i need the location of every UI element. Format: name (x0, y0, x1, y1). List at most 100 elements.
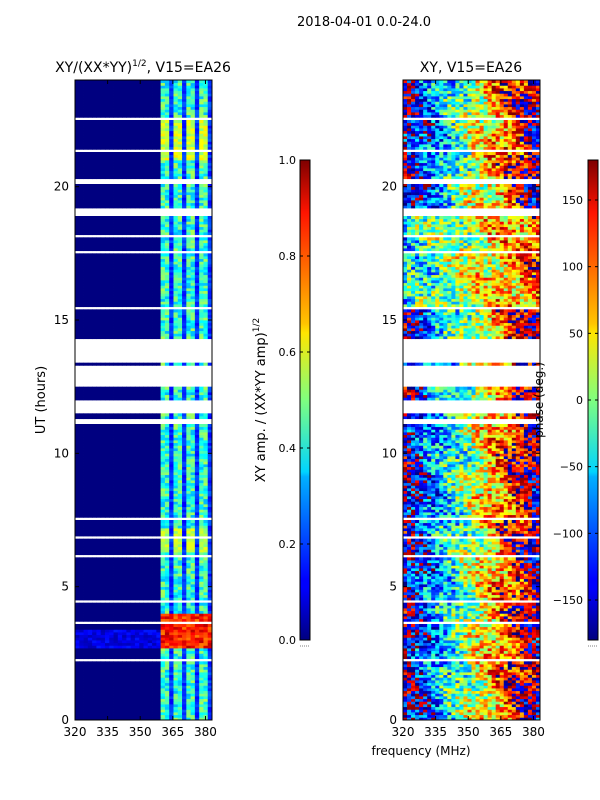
heatmap-cell (79, 629, 84, 633)
heatmap-cell (96, 301, 102, 305)
heatmap-cell (92, 330, 97, 334)
heatmap-cell (194, 277, 200, 281)
heatmap-cell (152, 509, 157, 513)
heatmap-cell (207, 330, 213, 334)
heatmap-cell (152, 464, 157, 468)
heatmap-cell (83, 717, 89, 721)
heatmap-cell (139, 269, 144, 273)
heatmap-cell (186, 312, 191, 316)
heatmap-cell (126, 253, 132, 257)
heatmap-cell (117, 717, 123, 721)
heatmap-cell (79, 224, 84, 228)
heatmap-cell (173, 397, 179, 401)
heatmap-cell (169, 469, 174, 473)
heatmap-cell (203, 248, 209, 252)
heatmap-cell (100, 488, 106, 492)
heatmap-cell (147, 245, 153, 249)
heatmap-cell (203, 221, 209, 225)
heatmap-cell (182, 586, 187, 590)
heatmap-cell (130, 642, 136, 646)
heatmap-cell (194, 640, 200, 644)
heatmap-cell (96, 602, 102, 606)
heatmap-cell (164, 325, 170, 329)
heatmap-cell (190, 472, 196, 476)
heatmap-cell (186, 704, 191, 708)
heatmap-cell (186, 261, 191, 265)
heatmap-cell (190, 576, 196, 580)
heatmap-cell (199, 530, 204, 534)
heatmap-cell (134, 488, 140, 492)
heatmap-cell (182, 653, 187, 657)
heatmap-cell (87, 605, 93, 609)
heatmap-cell (96, 394, 102, 398)
heatmap-cell (109, 322, 114, 326)
heatmap-cell (130, 576, 136, 580)
heatmap-cell (139, 261, 144, 265)
heatmap-cell (177, 440, 183, 444)
heatmap-cell (177, 616, 183, 620)
heatmap-cell (139, 594, 144, 598)
heatmap-cell (164, 506, 170, 510)
heatmap-cell (87, 520, 93, 524)
heatmap-cell (100, 472, 106, 476)
heatmap-cell (203, 464, 209, 468)
heatmap-cell (156, 317, 162, 321)
heatmap-cell (147, 666, 153, 670)
heatmap-cell (164, 538, 170, 542)
heatmap-cell (156, 218, 162, 222)
heatmap-cell (139, 514, 144, 518)
heatmap-cell (87, 648, 93, 652)
heatmap-cell (203, 322, 209, 326)
heatmap-cell (173, 258, 179, 262)
heatmap-cell (100, 608, 106, 612)
heatmap-cell (190, 629, 196, 633)
heatmap-cell (126, 562, 132, 566)
heatmap-cell (113, 504, 119, 508)
heatmap-cell (160, 586, 166, 590)
heatmap-cell (96, 674, 102, 678)
heatmap-cell (87, 304, 93, 308)
heatmap-cell (143, 317, 149, 321)
heatmap-cell (160, 493, 166, 497)
heatmap-cell (203, 546, 209, 550)
heatmap-cell (109, 578, 114, 582)
heatmap-cell (173, 544, 179, 548)
heatmap-cell (173, 506, 179, 510)
heatmap-cell (147, 581, 153, 585)
heatmap-cell (203, 565, 209, 569)
heatmap-cell (139, 557, 144, 561)
heatmap-cell (75, 666, 80, 670)
heatmap-cell (92, 634, 97, 638)
heatmap-cell (199, 477, 204, 481)
heatmap-cell (83, 248, 89, 252)
heatmap-cell (147, 226, 153, 230)
heatmap-cell (79, 274, 84, 278)
heatmap-cell (79, 485, 84, 489)
heatmap-cell (186, 317, 191, 321)
heatmap-cell (207, 469, 213, 473)
heatmap-cell (113, 698, 119, 702)
heatmap-cell (83, 458, 89, 462)
heatmap-cell (122, 424, 127, 428)
heatmap-cell (160, 440, 166, 444)
heatmap-cell (152, 560, 157, 564)
heatmap-cell (96, 512, 102, 516)
heatmap-cell (134, 282, 140, 286)
heatmap-cell (160, 552, 166, 556)
heatmap-cell (164, 397, 170, 401)
heatmap-cell (92, 522, 97, 526)
heatmap-cell (194, 216, 200, 220)
heatmap-cell (173, 493, 179, 497)
heatmap-cell (126, 272, 132, 276)
heatmap-cell (194, 437, 200, 441)
heatmap-cell (100, 637, 106, 641)
heatmap-cell (130, 386, 136, 390)
heatmap-cell (186, 616, 191, 620)
heatmap-cell (156, 221, 162, 225)
heatmap-cell (75, 266, 80, 270)
heatmap-cell (139, 618, 144, 622)
heatmap-cell (113, 272, 119, 276)
heatmap-cell (177, 568, 183, 572)
heatmap-cell (199, 309, 204, 313)
heatmap-cell (79, 605, 84, 609)
